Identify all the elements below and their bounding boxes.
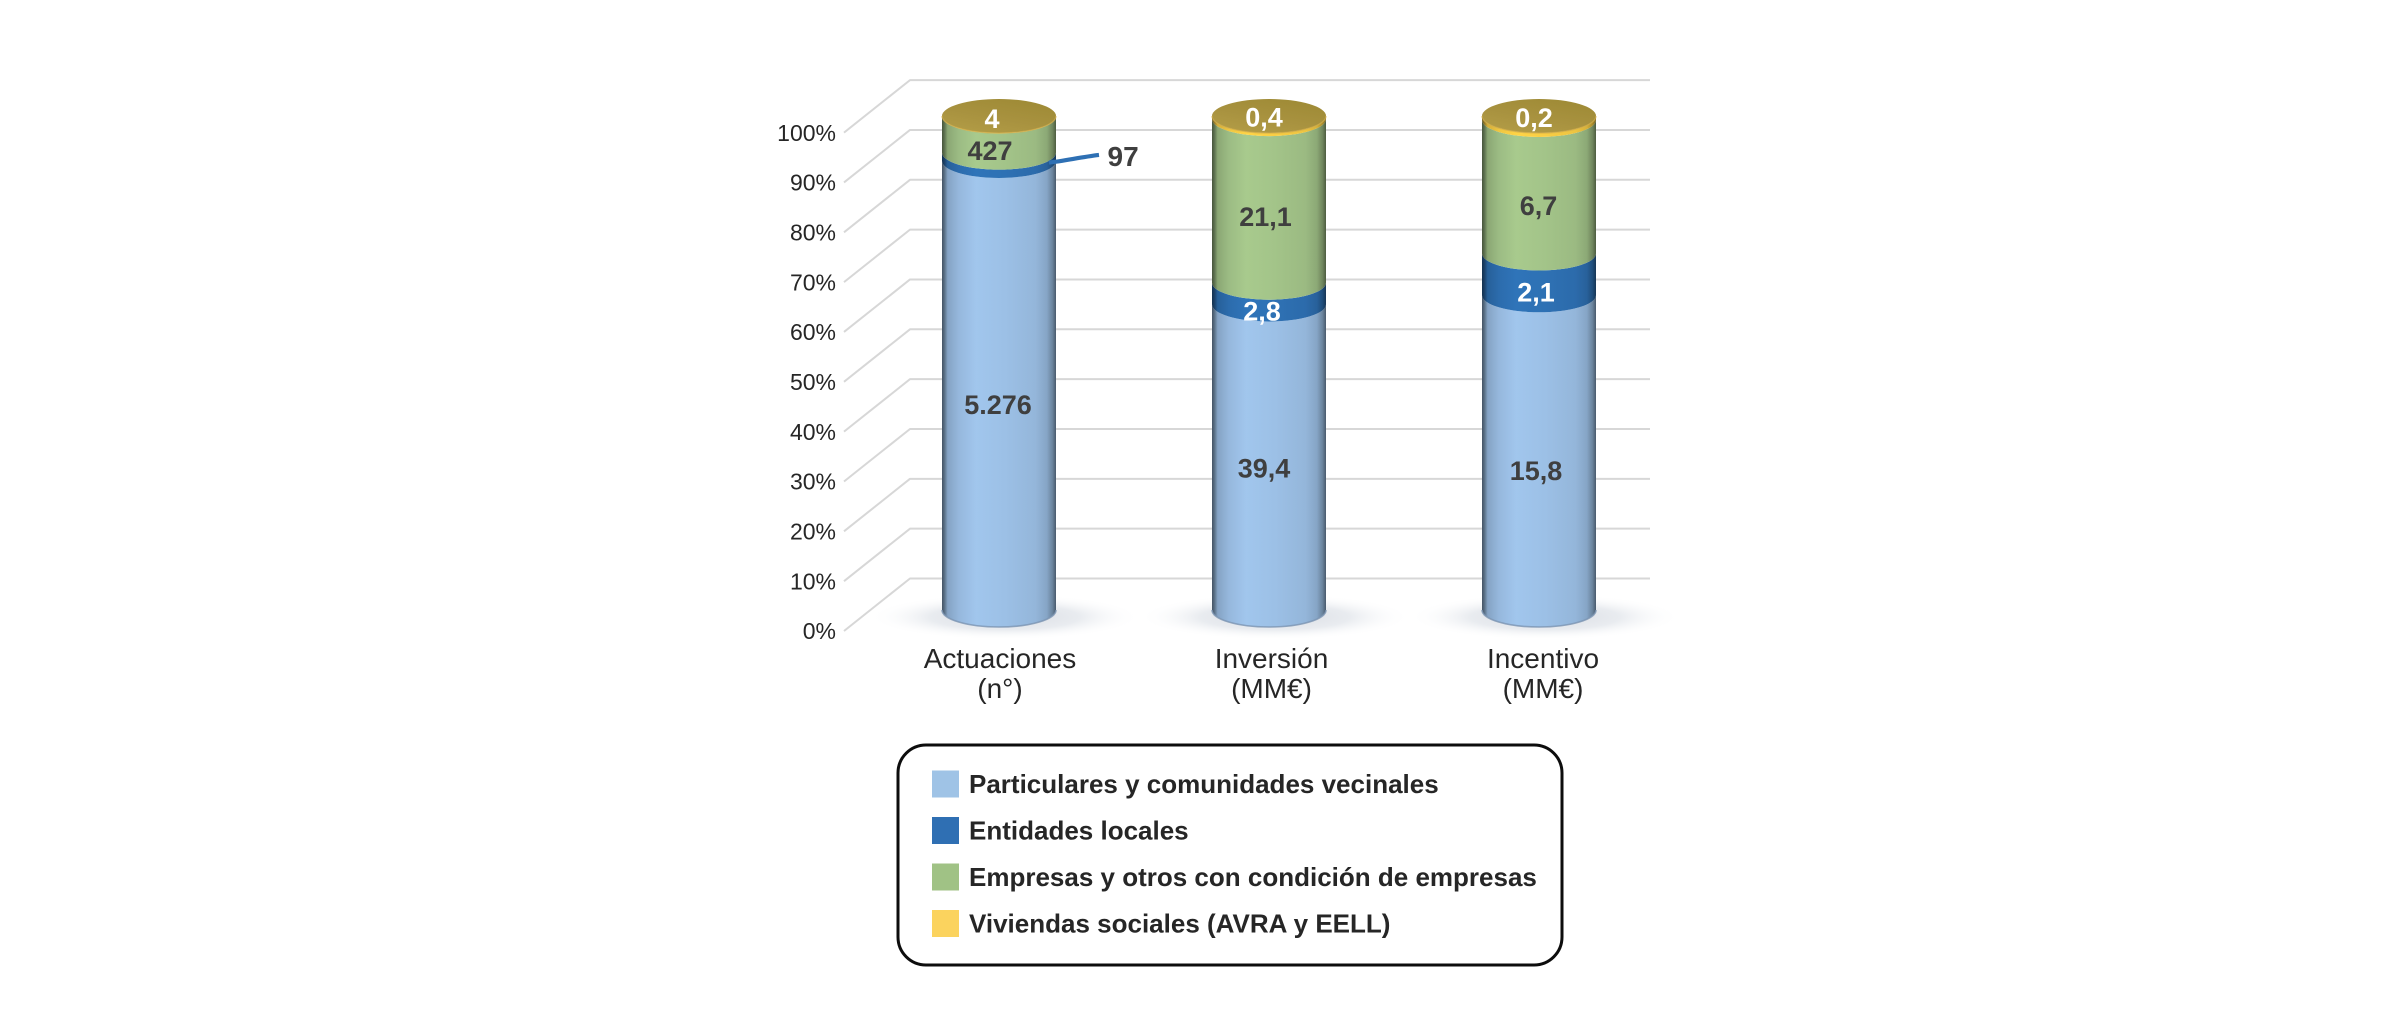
- svg-text:40%: 40%: [790, 419, 836, 445]
- svg-text:2,1: 2,1: [1517, 278, 1555, 308]
- svg-text:20%: 20%: [790, 519, 836, 545]
- svg-text:6,7: 6,7: [1520, 191, 1558, 221]
- svg-text:Actuaciones: Actuaciones: [924, 643, 1077, 674]
- svg-text:(n°): (n°): [977, 673, 1022, 704]
- svg-text:21,1: 21,1: [1239, 202, 1292, 232]
- svg-text:Inversión: Inversión: [1215, 643, 1329, 674]
- svg-text:90%: 90%: [790, 170, 836, 196]
- svg-text:30%: 30%: [790, 469, 836, 495]
- svg-text:70%: 70%: [790, 269, 836, 295]
- svg-text:80%: 80%: [790, 219, 836, 245]
- svg-text:39,4: 39,4: [1238, 453, 1291, 483]
- svg-text:0,2: 0,2: [1515, 103, 1553, 133]
- svg-text:Viviendas sociales (AVRA y EEL: Viviendas sociales (AVRA y EELL): [969, 909, 1390, 939]
- svg-text:(MM€): (MM€): [1503, 673, 1584, 704]
- svg-text:Particulares y comunidades vec: Particulares y comunidades vecinales: [969, 769, 1439, 799]
- svg-text:0%: 0%: [803, 618, 836, 644]
- svg-text:(MM€): (MM€): [1231, 673, 1312, 704]
- svg-text:Empresas y otros con condición: Empresas y otros con condición de empres…: [969, 862, 1537, 892]
- svg-text:4: 4: [984, 104, 999, 134]
- svg-text:15,8: 15,8: [1510, 456, 1563, 486]
- svg-text:2,8: 2,8: [1243, 297, 1281, 327]
- svg-text:0,4: 0,4: [1245, 102, 1283, 132]
- svg-text:97: 97: [1108, 141, 1139, 172]
- svg-text:427: 427: [967, 136, 1012, 166]
- svg-text:60%: 60%: [790, 319, 836, 345]
- svg-text:Entidades locales: Entidades locales: [969, 816, 1189, 846]
- svg-text:100%: 100%: [777, 120, 836, 146]
- svg-text:5.276: 5.276: [964, 390, 1032, 420]
- svg-text:Incentivo: Incentivo: [1487, 643, 1599, 674]
- svg-text:50%: 50%: [790, 369, 836, 395]
- svg-text:10%: 10%: [790, 568, 836, 594]
